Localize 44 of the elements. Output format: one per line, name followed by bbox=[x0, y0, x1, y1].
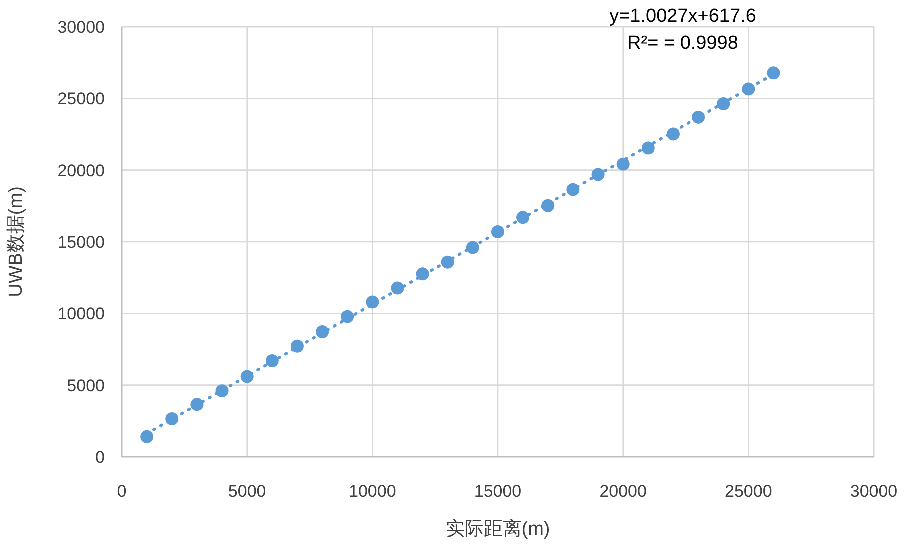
point bbox=[140, 430, 154, 444]
point bbox=[391, 282, 404, 295]
point bbox=[240, 370, 254, 384]
point bbox=[492, 225, 504, 238]
x-tick-label: 10000 bbox=[349, 482, 396, 501]
point bbox=[516, 211, 530, 224]
point bbox=[616, 158, 630, 171]
x-tick-label: 30000 bbox=[850, 482, 898, 501]
annotation: R²= = 0.9998 bbox=[628, 33, 738, 54]
point bbox=[666, 128, 680, 141]
point bbox=[416, 268, 430, 281]
y-tick-label: 5000 bbox=[67, 376, 105, 396]
point bbox=[692, 110, 706, 124]
point bbox=[216, 384, 229, 398]
x-tick-label: 20000 bbox=[600, 482, 647, 501]
y-tick-label: 10000 bbox=[58, 304, 105, 324]
point bbox=[266, 354, 279, 368]
point bbox=[341, 310, 354, 324]
point bbox=[717, 97, 730, 110]
point bbox=[642, 142, 655, 155]
point bbox=[466, 241, 480, 254]
point bbox=[566, 183, 580, 196]
x-tick-label: 25000 bbox=[725, 482, 772, 501]
point bbox=[592, 168, 605, 182]
y-tick-label: 15000 bbox=[58, 233, 105, 252]
point bbox=[290, 340, 304, 353]
x-tick-label: 15000 bbox=[474, 482, 522, 501]
x-tick-label: 5000 bbox=[228, 482, 266, 501]
point bbox=[366, 296, 380, 309]
point bbox=[190, 398, 204, 412]
y-axis-title: UWB数据(m) bbox=[6, 186, 27, 298]
x-tick-label: 0 bbox=[117, 482, 127, 501]
y-tick-label: 0 bbox=[96, 448, 105, 467]
point bbox=[767, 66, 780, 80]
x-axis-title: 实际距离(m) bbox=[446, 518, 550, 540]
point bbox=[542, 199, 555, 212]
point bbox=[742, 82, 756, 96]
y-tick-label: 20000 bbox=[58, 161, 105, 180]
y-tick-label: 25000 bbox=[58, 90, 105, 109]
point bbox=[441, 256, 454, 269]
y-tick-label: 30000 bbox=[58, 18, 105, 37]
point bbox=[316, 326, 330, 339]
point bbox=[166, 412, 179, 426]
annotation: y=1.0027x+617.6 bbox=[610, 6, 756, 27]
